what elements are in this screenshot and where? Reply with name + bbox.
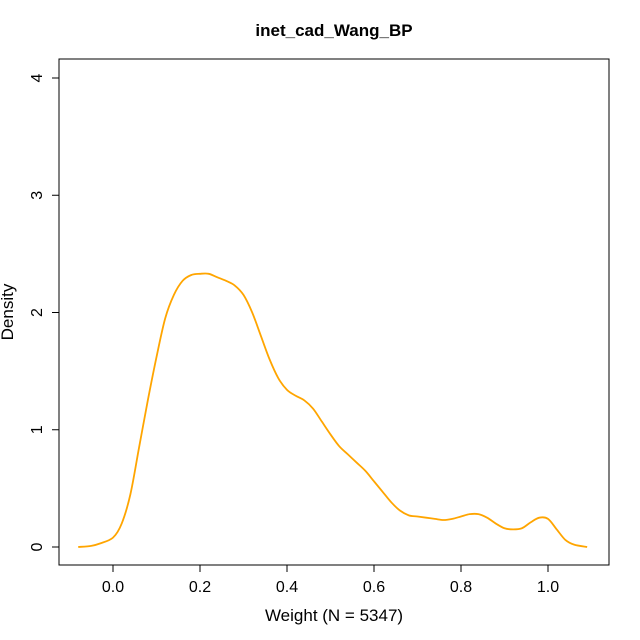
x-tick-label: 1.0	[537, 579, 559, 596]
x-tick-label: 0.2	[189, 579, 211, 596]
x-tick-label: 0.4	[276, 579, 298, 596]
x-tick-label: 0.0	[102, 579, 124, 596]
x-axis-label: Weight (N = 5347)	[265, 606, 403, 625]
y-tick-label: 0	[29, 542, 46, 551]
plot-frame	[58, 58, 610, 566]
x-tick-label: 0.6	[363, 579, 385, 596]
x-tick-label: 0.8	[450, 579, 472, 596]
density-series-line	[78, 272, 588, 548]
y-tick-label: 3	[29, 191, 46, 200]
y-tick-label: 2	[29, 308, 46, 317]
y-tick-label: 4	[29, 73, 46, 82]
y-tick-label: 1	[29, 425, 46, 434]
y-axis: 0 1 2 3 4	[29, 73, 60, 551]
chart-title: inet_cad_Wang_BP	[255, 21, 412, 40]
x-axis: 0.0 0.2 0.4 0.6 0.8 1.0	[102, 564, 559, 596]
y-axis-label: Density	[0, 283, 17, 340]
